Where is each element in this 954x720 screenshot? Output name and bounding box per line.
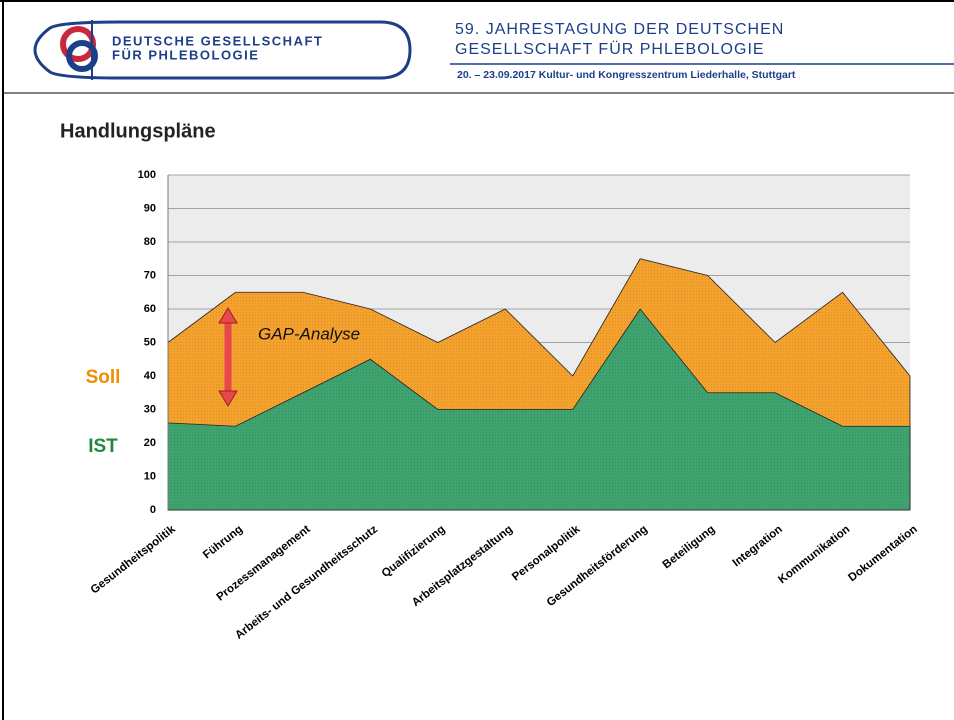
arrow-head: [218, 307, 238, 324]
y-tick-label: 0: [150, 504, 156, 516]
slide-title: Handlungspläne: [60, 120, 216, 142]
y-tick-label: 80: [144, 236, 156, 248]
date-venue: 20. – 23.09.2017 Kultur- und Kongresszen…: [457, 69, 796, 81]
y-tick-label: 50: [144, 336, 156, 348]
y-tick-label: 70: [144, 269, 156, 281]
arrow-head: [218, 390, 238, 407]
y-tick-label: 90: [144, 202, 156, 214]
y-tick-label: 100: [138, 169, 156, 181]
legend-label: Soll: [86, 367, 121, 388]
congress-title: 59. JAHRESTAGUNG DER DEUTSCHEN: [455, 21, 784, 38]
congress-title: GESELLSCHAFT FÜR PHLEBOLOGIE: [455, 40, 765, 58]
logo-ring: [66, 40, 98, 72]
y-tick-label: 30: [144, 403, 156, 415]
y-tick-label: 40: [144, 370, 156, 382]
y-tick-label: 60: [144, 303, 156, 315]
logo-frame: [33, 20, 412, 80]
y-tick-label: 20: [144, 437, 156, 449]
annotation: GAP-Analyse: [258, 324, 360, 343]
legend-label: IST: [88, 436, 118, 457]
area-texture: [168, 309, 910, 510]
header: Deutsche Gesellschaft für Phlebologie 59…: [3, 20, 954, 94]
society-name: Deutsche Gesellschaft: [112, 33, 323, 48]
gap-arrow: [218, 307, 238, 407]
y-tick-label: 10: [144, 470, 156, 482]
society-name: für Phlebologie: [112, 47, 259, 62]
